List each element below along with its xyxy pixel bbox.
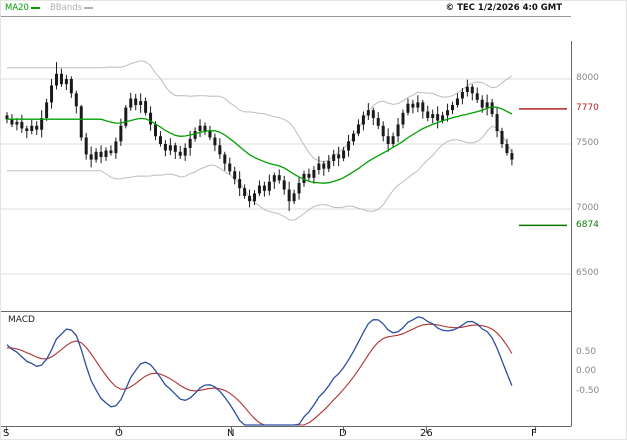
legend-item-bbands: BBands [49,3,94,13]
xaxis-label-dec: D [339,428,347,439]
price-tick-6500: 6500 [576,268,599,278]
price-tick-8000: 8000 [576,73,599,83]
xaxis-label-oct: O [115,428,123,439]
macd-tick-zero: 0.00 [576,366,597,376]
price-tick-7500: 7500 [576,138,599,148]
xaxis-label-feb: F [531,428,537,439]
xaxis-label-sep: S [3,428,10,439]
copyright-text: © TEC 1/2/2026 4:0 GMT [445,3,562,13]
bbands-line-swatch-icon [84,7,94,9]
macd-tick-neg050: -0.50 [576,386,600,396]
legend-ma20-label: MA20 [5,3,29,13]
legend: MA20 BBands [5,3,94,13]
macd-tick-pos050: 0.50 [576,347,597,357]
macd-panel-title: MACD [8,315,35,325]
support-level-label: 6874 [576,220,599,230]
price-tick-7000: 7000 [576,203,599,213]
resistance-level-label: 7770 [576,103,599,113]
xaxis-label-nov: N [227,428,235,439]
legend-bbands-label: BBands [49,3,83,13]
ma20-line-swatch-icon [30,7,40,9]
legend-item-ma20: MA20 [5,3,40,13]
xaxis-label-26: 26 [420,428,433,439]
